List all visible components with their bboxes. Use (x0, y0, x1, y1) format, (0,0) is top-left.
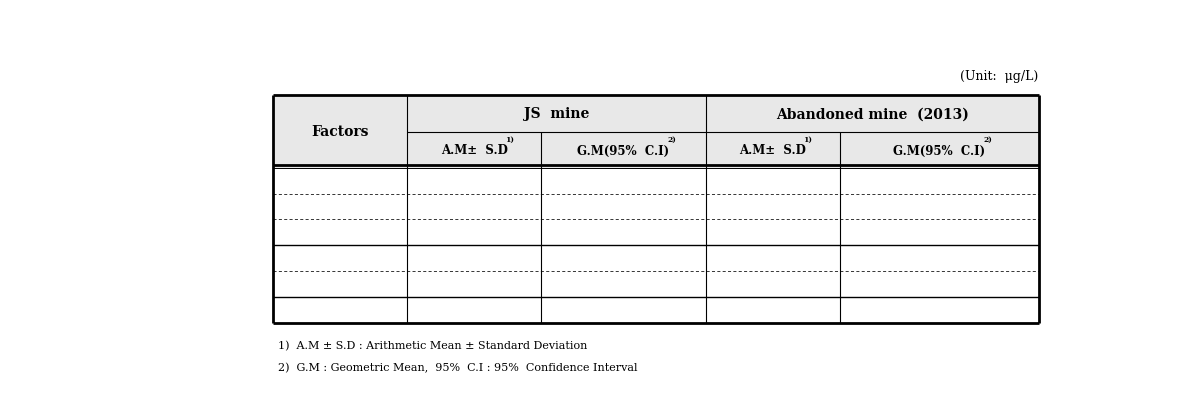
Text: A.M±  S.D: A.M± S.D (739, 144, 806, 157)
Text: 2): 2) (668, 136, 677, 144)
Text: JS  mine: JS mine (524, 107, 589, 121)
Text: 1): 1) (505, 136, 514, 144)
Text: Abandoned mine  (2013): Abandoned mine (2013) (776, 107, 969, 121)
Text: 2)  G.M : Geometric Mean,  95%  C.I : 95%  Confidence Interval: 2) G.M : Geometric Mean, 95% C.I : 95% C… (278, 362, 638, 372)
Text: A.M±  S.D: A.M± S.D (440, 144, 508, 157)
Text: Factors: Factors (312, 125, 369, 139)
Text: G.M(95%  C.I): G.M(95% C.I) (894, 144, 985, 157)
Text: 1): 1) (803, 136, 812, 144)
Text: 2): 2) (983, 136, 992, 144)
Text: (Unit:  μg/L): (Unit: μg/L) (960, 70, 1039, 83)
Text: 1)  A.M ± S.D : Arithmetic Mean ± Standard Deviation: 1) A.M ± S.D : Arithmetic Mean ± Standar… (278, 340, 587, 350)
Bar (274, 95, 1039, 168)
Text: G.M(95%  C.I): G.M(95% C.I) (577, 144, 670, 157)
